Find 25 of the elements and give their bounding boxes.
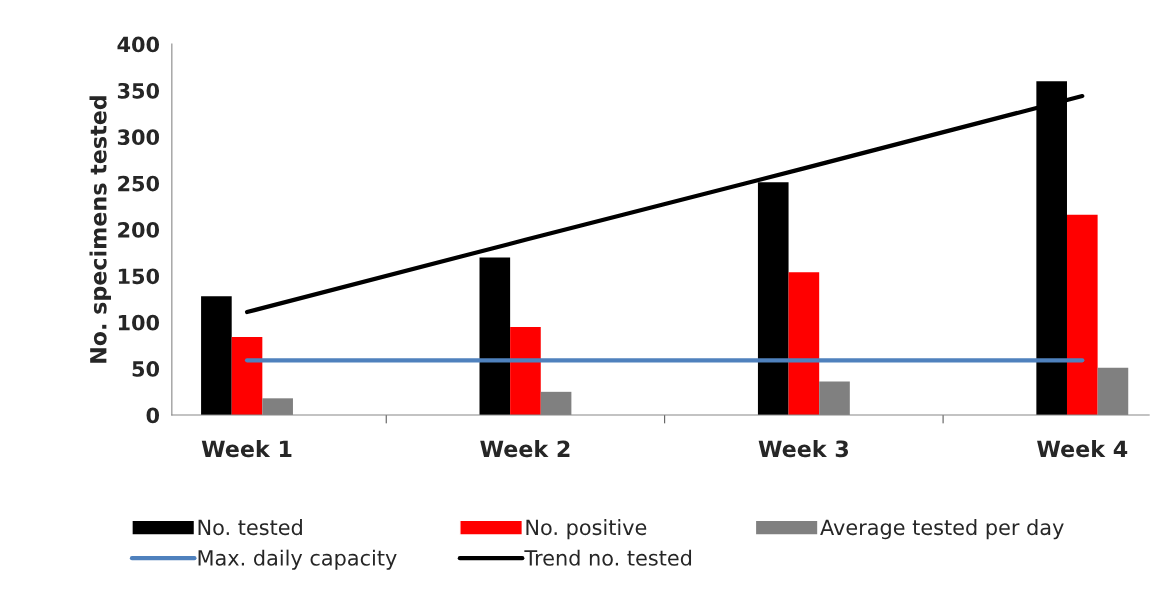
x-tick-label: Week 1: [201, 440, 292, 458]
y-tick-label: 400: [117, 36, 160, 53]
y-tick-label: 350: [117, 82, 160, 99]
legend-label: Trend no. tested: [524, 549, 692, 566]
bar: [479, 257, 511, 415]
y-tick-label: 150: [118, 268, 160, 285]
bar: [510, 326, 541, 415]
bar: [1066, 214, 1098, 415]
legend-label: Max. daily capacity: [198, 549, 397, 570]
y-tick-label: 250: [118, 175, 160, 192]
legend-label: Average tested per day: [820, 519, 1064, 540]
x-tick-label: Week 4: [1037, 440, 1128, 458]
x-tick-label: Week 3: [758, 440, 849, 458]
y-axis-title: No. specimens tested: [89, 96, 111, 363]
legend-label: No. positive: [526, 519, 647, 540]
y-tick-label: 0: [146, 407, 160, 424]
y-tick-label: 200: [118, 222, 160, 238]
y-tick-label: 50: [132, 361, 160, 377]
y-tick-label: 100: [118, 314, 160, 331]
bar: [788, 272, 820, 415]
y-tick-label: 300: [117, 129, 160, 146]
legend-label: No. tested: [198, 519, 302, 536]
bar: [231, 337, 263, 415]
x-tick-label: Week 2: [480, 440, 570, 458]
bar: [201, 296, 232, 415]
